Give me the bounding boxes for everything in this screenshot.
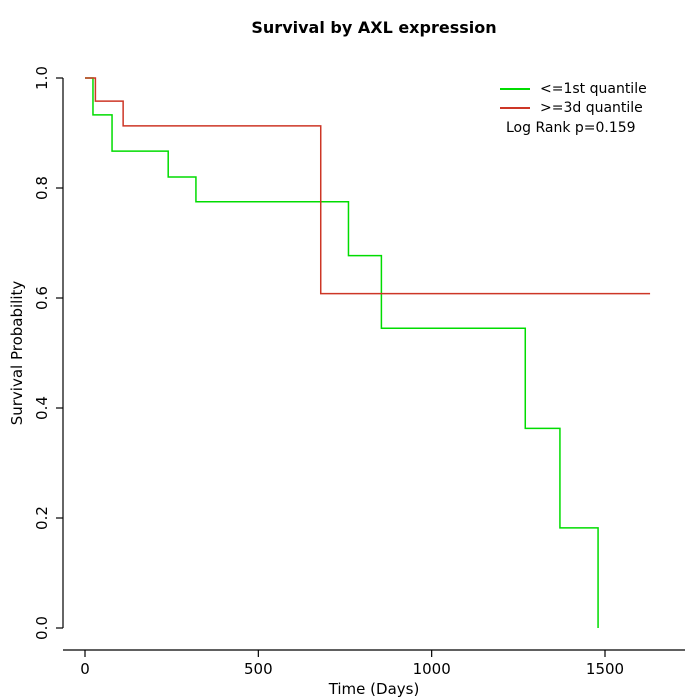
legend-line-swatch [500,87,530,90]
legend-line-swatch [500,106,530,109]
legend: <=1st quantile >=3d quantile [500,79,647,117]
y-tick-label: 0.0 [33,616,51,640]
legend-item-1: >=3d quantile [500,98,647,117]
pvalue-annotation: Log Rank p=0.159 [506,120,636,136]
chart-title: Survival by AXL expression [251,18,497,37]
legend-item-0: <=1st quantile [500,79,647,98]
x-tick-label: 500 [244,660,273,678]
series-curve-0 [85,77,599,628]
legend-label: >=3d quantile [540,99,643,116]
y-tick-label: 0.4 [33,396,51,420]
y-tick-label: 0.8 [33,176,51,200]
x-tick-label: 0 [80,660,90,678]
y-tick-label: 1.0 [33,66,51,90]
y-axis-label: Survival Probability [8,280,26,426]
x-axis-label: Time (Days) [328,680,420,698]
legend-label: <=1st quantile [540,80,647,97]
x-tick-label: 1500 [586,660,624,678]
y-tick-label: 0.2 [33,506,51,530]
x-tick-label: 1000 [413,660,451,678]
series-curve-1 [85,77,651,295]
y-tick-label: 0.6 [33,286,51,310]
